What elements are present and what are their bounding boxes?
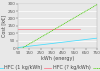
HFC (? kg/kWh) <box>18 28 19 29</box>
HFC (? kg/kWh) <box>55 28 57 29</box>
HFC (? kg/kWh) <box>70 28 71 29</box>
HFC (? kg/kWh) <box>54 28 56 29</box>
Y-axis label: Cost [k€]: Cost [k€] <box>1 15 6 37</box>
Legend: HFC (1 kg/kWh), HFC (? kg/kWh), Battery: HFC (1 kg/kWh), HFC (? kg/kWh), Battery <box>0 63 100 71</box>
HFC (? kg/kWh) <box>17 28 19 29</box>
Battery <box>17 48 19 49</box>
HFC (? kg/kWh) <box>74 28 75 29</box>
Battery <box>94 5 96 6</box>
Line: HFC (1 kg/kWh): HFC (1 kg/kWh) <box>18 38 97 48</box>
Battery <box>55 28 57 29</box>
HFC (1 kg/kWh) <box>82 39 83 40</box>
HFC (1 kg/kWh) <box>96 38 98 39</box>
Battery <box>82 12 83 13</box>
HFC (1 kg/kWh) <box>60 42 61 43</box>
Battery <box>55 28 56 29</box>
HFC (? kg/kWh) <box>80 28 81 29</box>
HFC (1 kg/kWh) <box>94 38 96 39</box>
Battery <box>96 4 98 5</box>
X-axis label: kWh (energy): kWh (energy) <box>41 56 74 61</box>
HFC (? kg/kWh) <box>54 28 55 29</box>
Line: Battery: Battery <box>18 5 97 48</box>
HFC (1 kg/kWh) <box>55 43 56 44</box>
Battery <box>60 25 61 26</box>
HFC (1 kg/kWh) <box>17 47 19 48</box>
Battery <box>64 23 66 24</box>
